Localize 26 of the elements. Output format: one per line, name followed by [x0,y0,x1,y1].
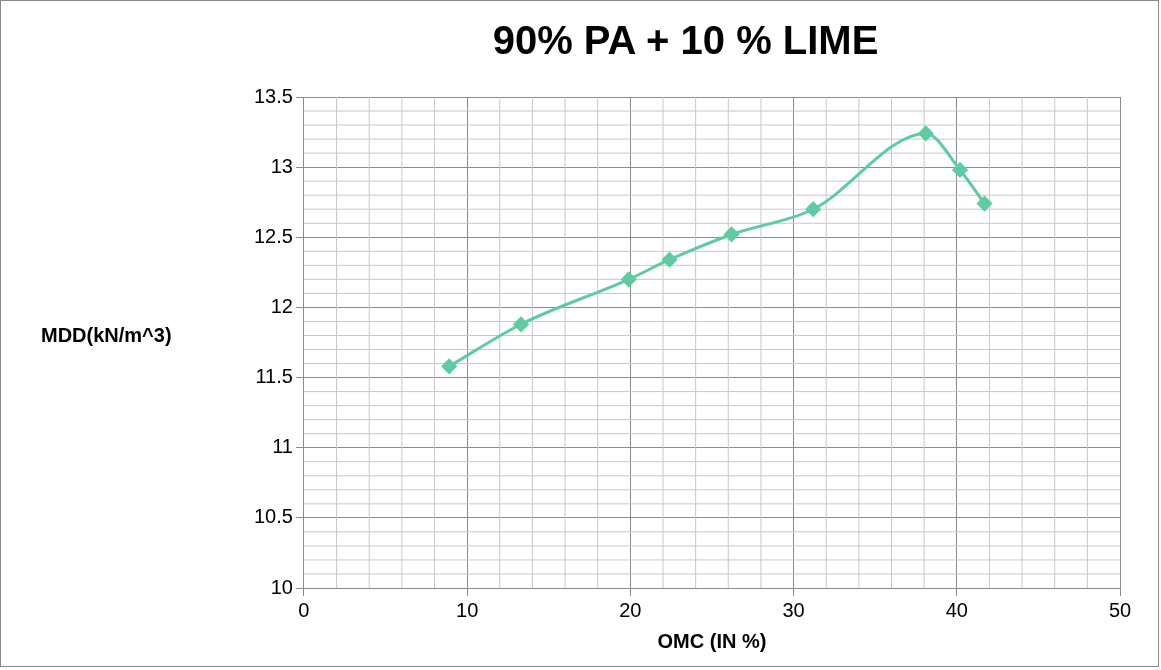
point [977,196,993,212]
y-tick-label: 12.5 [253,224,293,247]
point [952,162,968,178]
x-axis-title: OMC (IN %) [657,629,767,652]
y-tick-label: 10.5 [253,505,293,528]
point [662,252,678,268]
y-tick-label: 11 [272,435,293,458]
x-tick-label: 50 [1108,598,1132,621]
x-tick-label: 30 [782,598,805,621]
y-tick-label: 12 [270,294,293,317]
x-tick-label: 10 [456,598,479,621]
x-tick-label: 0 [298,598,310,621]
chart-title: 90% PA + 10 % LIME [492,18,879,63]
y-tick-label: 11.5 [255,365,293,388]
point [441,358,457,374]
point [724,226,740,242]
point [805,201,821,217]
y-tick-label: 10 [270,575,293,598]
x-tick-label: 20 [619,598,642,621]
y-tick-label: 13.5 [253,84,293,107]
point [918,125,934,141]
point [513,316,529,332]
y-tick-label: 13 [270,154,293,177]
point [621,271,637,287]
x-tick-label: 40 [945,598,968,621]
y-axis-title: MDD(kN/m^3) [41,323,172,346]
